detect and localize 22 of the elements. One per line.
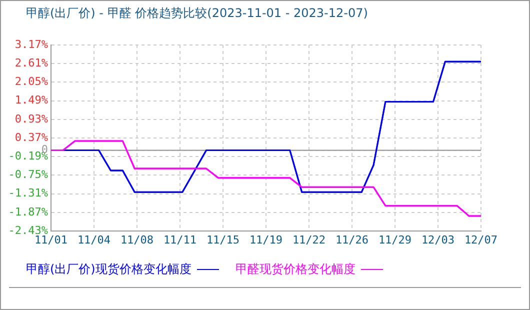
y-tick-label: -0.75% [8,168,48,182]
x-tick-label: 12/07 [464,233,498,246]
x-tick-label: 11/04 [77,233,111,246]
y-tick-label: 2.61% [14,56,48,70]
y-tick-label: 3.17% [14,38,48,51]
y-tick-label: -1.31% [8,186,48,200]
x-tick-label: 12/03 [421,233,455,246]
y-tick-label: 1.49% [14,94,48,107]
x-tick-label: 11/11 [163,233,197,246]
legend-label: 甲醇(出厂价)现货价格变化幅度 [26,262,192,276]
x-tick-label: 11/29 [378,233,412,246]
chart-title: 甲醇(出厂价) - 甲醛 价格趋势比较(2023-11-01 - 2023-12-07) [26,5,368,22]
x-tick-label: 11/15 [206,233,240,246]
x-tick-label: 11/08 [120,233,154,246]
legend-label: 甲醛现货价格变化幅度 [235,262,356,276]
x-tick-label: 11/26 [335,233,369,246]
y-tick-label: 0.37% [14,130,48,144]
x-tick-label: 11/19 [249,233,283,246]
x-tick-label: 11/22 [292,233,326,246]
y-tick-label: 0.93% [14,112,48,126]
y-tick-label: 2.05% [14,75,48,88]
y-tick-label: -1.87% [8,205,48,218]
